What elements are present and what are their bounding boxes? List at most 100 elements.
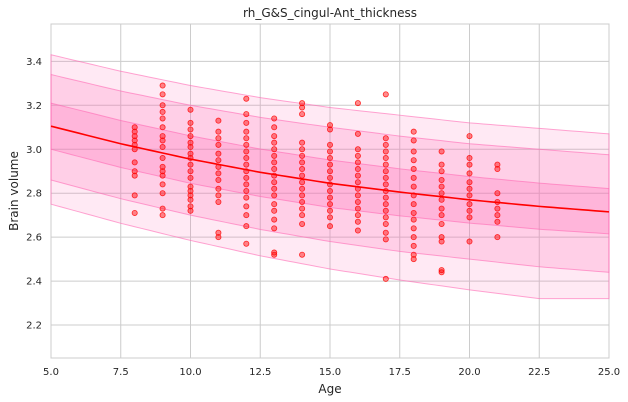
data-point — [271, 146, 278, 153]
data-point — [299, 139, 306, 146]
data-point — [494, 234, 501, 241]
data-point — [131, 128, 138, 135]
data-point — [187, 183, 194, 190]
data-point — [187, 150, 194, 157]
confidence-band — [50, 54, 610, 300]
data-point — [215, 135, 222, 142]
data-point — [271, 166, 278, 173]
y-axis-ticks: 2.2 2.4 2.6 2.8 3.0 3.2 3.4 — [26, 57, 42, 332]
data-point — [382, 91, 389, 98]
data-point — [215, 117, 222, 124]
x-tick-label: 22.5 — [528, 367, 550, 378]
data-point — [243, 135, 250, 142]
data-point — [299, 212, 306, 219]
data-point — [382, 194, 389, 201]
data-point — [159, 181, 166, 188]
data-point — [215, 157, 222, 164]
y-tick-label: 3.4 — [26, 57, 42, 68]
data-point — [354, 166, 361, 173]
data-point — [354, 198, 361, 205]
data-point — [215, 141, 222, 148]
x-tick-label: 25.0 — [598, 367, 620, 378]
data-point — [466, 155, 473, 162]
data-point — [215, 177, 222, 184]
data-point — [243, 161, 250, 168]
data-point — [466, 170, 473, 177]
data-point — [494, 190, 501, 197]
data-point — [215, 128, 222, 135]
data-point — [466, 207, 473, 214]
data-point — [326, 141, 333, 148]
data-point — [271, 249, 278, 256]
data-point — [382, 229, 389, 236]
y-axis-label: Brain volume — [7, 151, 21, 231]
data-point — [299, 159, 306, 166]
data-point — [187, 106, 194, 113]
fit-line — [50, 125, 610, 213]
data-point — [410, 251, 417, 258]
data-point — [438, 177, 445, 184]
data-point — [466, 161, 473, 168]
data-point — [243, 240, 250, 247]
data-point — [382, 236, 389, 243]
data-point — [438, 148, 445, 155]
x-axis-ticks: 5.0 7.5 10.0 12.5 15.0 17.5 20.0 22.5 25.0 — [43, 367, 620, 378]
data-point — [382, 207, 389, 214]
data-point — [243, 111, 250, 118]
data-point — [159, 205, 166, 212]
data-point — [466, 133, 473, 140]
data-point — [271, 207, 278, 214]
data-point — [438, 238, 445, 245]
data-point — [326, 155, 333, 162]
data-point — [438, 205, 445, 212]
data-point — [159, 168, 166, 175]
data-point — [299, 251, 306, 258]
data-point — [159, 124, 166, 131]
data-point — [159, 115, 166, 122]
data-point — [159, 163, 166, 170]
data-point — [382, 220, 389, 227]
data-point — [159, 144, 166, 151]
data-point — [187, 174, 194, 181]
data-point — [410, 137, 417, 144]
data-point — [215, 229, 222, 236]
data-point — [382, 168, 389, 175]
data-point — [159, 172, 166, 179]
fit-line-group — [50, 125, 610, 213]
data-point — [215, 234, 222, 241]
data-point — [271, 192, 278, 199]
data-point — [215, 192, 222, 199]
data-point — [187, 192, 194, 199]
data-point — [410, 225, 417, 232]
data-point — [382, 275, 389, 282]
data-point — [243, 174, 250, 181]
data-point — [243, 223, 250, 230]
data-point — [438, 267, 445, 274]
data-point — [271, 133, 278, 140]
data-point — [187, 196, 194, 203]
data-point — [326, 207, 333, 214]
data-point — [382, 161, 389, 168]
data-point — [243, 212, 250, 219]
y-tick-label: 2.4 — [26, 277, 42, 288]
data-point — [271, 216, 278, 223]
data-point — [243, 148, 250, 155]
data-point — [354, 205, 361, 212]
data-point — [382, 141, 389, 148]
data-point — [187, 119, 194, 126]
data-point — [243, 95, 250, 102]
data-point — [187, 203, 194, 210]
data-point — [299, 100, 306, 107]
data-point — [187, 207, 194, 214]
data-point — [438, 190, 445, 197]
data-point — [131, 172, 138, 179]
data-point — [159, 82, 166, 89]
data-point — [466, 185, 473, 192]
data-point — [159, 155, 166, 162]
x-tick-label: 20.0 — [458, 367, 480, 378]
data-point — [187, 139, 194, 146]
data-point — [243, 119, 250, 126]
x-tick-label: 15.0 — [319, 367, 341, 378]
data-point — [271, 251, 278, 258]
